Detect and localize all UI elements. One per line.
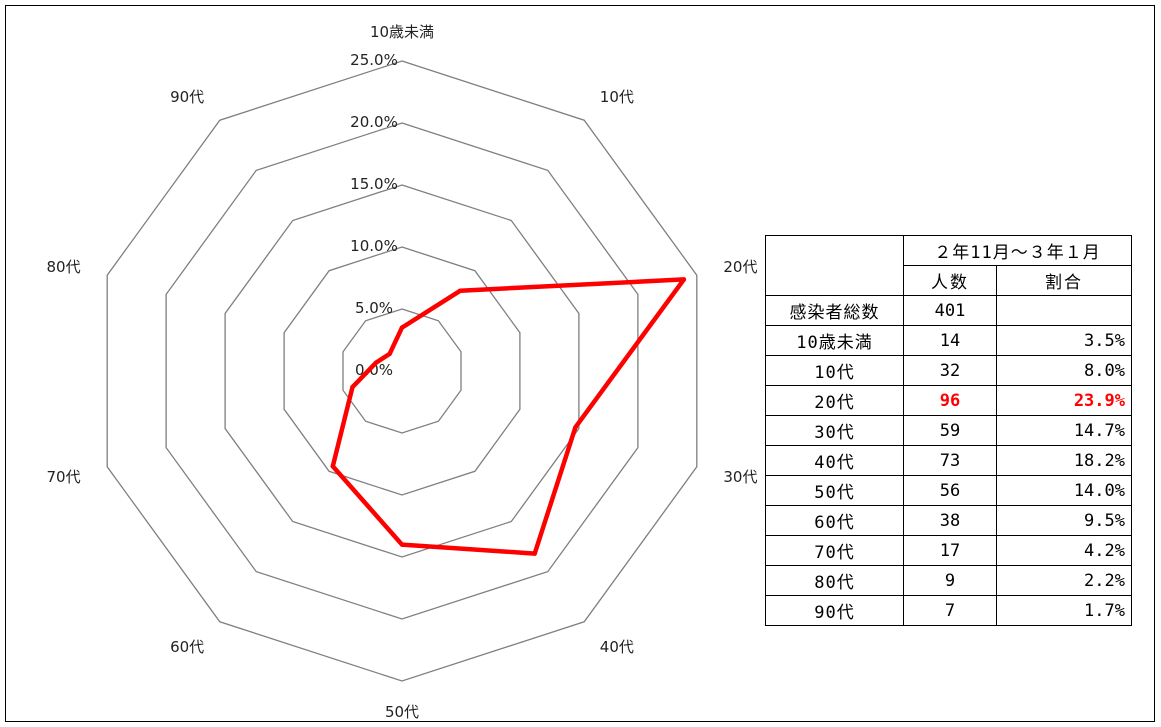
table-row-count: 73 bbox=[903, 445, 997, 476]
table-row-ratio: 18.2% bbox=[996, 445, 1132, 476]
radar-category-label: 80代 bbox=[47, 258, 81, 276]
radar-data-point bbox=[399, 325, 405, 330]
radar-grid-ring bbox=[224, 184, 580, 558]
table-row-ratio: 3.5% bbox=[996, 325, 1132, 356]
radar-grid-ring bbox=[106, 60, 698, 682]
table-row: 90代 7 1.7% bbox=[765, 595, 1132, 626]
radar-category-label: 10代 bbox=[600, 88, 634, 106]
radar-tick-label: 15.0% bbox=[350, 175, 398, 193]
table-row-label: 20代 bbox=[765, 385, 904, 416]
table-row-label: 90代 bbox=[765, 595, 904, 626]
chart-frame bbox=[5, 5, 1155, 722]
table-row-count: 38 bbox=[903, 505, 997, 536]
table-row-label: 70代 bbox=[765, 535, 904, 566]
radar-data-point bbox=[681, 277, 687, 282]
radar-category-label: 30代 bbox=[723, 468, 757, 486]
table-row-count: 32 bbox=[903, 355, 997, 386]
radar-grid-ring bbox=[342, 308, 462, 434]
table-count-header: 人数 bbox=[903, 265, 997, 296]
table-row: 80代 9 2.2% bbox=[765, 565, 1132, 596]
table-row-ratio: 14.7% bbox=[996, 415, 1132, 446]
table-row: 10歳未満 14 3.5% bbox=[765, 325, 1132, 356]
table-row: 60代 38 9.5% bbox=[765, 505, 1132, 536]
radar-tick-label: 10.0% bbox=[350, 237, 398, 255]
radar-series-line bbox=[330, 277, 687, 556]
radar-data-point bbox=[373, 360, 379, 365]
radar-grid-ring bbox=[283, 246, 521, 496]
table-row-label: 50代 bbox=[765, 475, 904, 506]
table-row-ratio: 2.2% bbox=[996, 565, 1132, 596]
table-row-label: 10代 bbox=[765, 355, 904, 386]
table-row-ratio: 1.7% bbox=[996, 595, 1132, 626]
radar-data-point bbox=[458, 288, 463, 293]
radar-category-label: 40代 bbox=[600, 638, 634, 656]
radar-tick-label: 20.0% bbox=[350, 113, 398, 131]
table-row-ratio: 8.0% bbox=[996, 355, 1132, 386]
radar-data-point bbox=[573, 425, 578, 430]
table-total-ratio bbox=[996, 295, 1132, 326]
table-row-label: 30代 bbox=[765, 415, 904, 446]
table-row: 20代 96 23.9% bbox=[765, 385, 1132, 416]
table-row-count: 56 bbox=[903, 475, 997, 506]
table-row: 50代 56 14.0% bbox=[765, 475, 1132, 506]
radar-tick-label: 5.0% bbox=[355, 299, 393, 317]
radar-category-label: 20代 bbox=[723, 258, 757, 276]
table-period-header: ２年11月～３年１月 bbox=[903, 235, 1132, 266]
radar-data-point bbox=[532, 551, 537, 556]
table-header-row-period: ２年11月～３年１月 bbox=[765, 235, 1132, 296]
table-total-row: 感染者総数 401 bbox=[765, 295, 1132, 326]
radar-data-point bbox=[387, 351, 392, 357]
data-table: ２年11月～３年１月 人数 割合 感染者総数 401 10歳未満 14 3.5% 10… bbox=[765, 235, 1132, 626]
table-row: 40代 73 18.2% bbox=[765, 445, 1132, 476]
table-row-ratio: 9.5% bbox=[996, 505, 1132, 536]
table-row-label: 40代 bbox=[765, 445, 904, 476]
table-row-label: 60代 bbox=[765, 505, 904, 536]
table-row-ratio: 4.2% bbox=[996, 535, 1132, 566]
table-row-count: 59 bbox=[903, 415, 997, 446]
table-row-count: 9 bbox=[903, 565, 997, 596]
table-corner-cell bbox=[765, 235, 904, 296]
radar-category-label: 60代 bbox=[170, 638, 204, 656]
table-row: 70代 17 4.2% bbox=[765, 535, 1132, 566]
radar-grid-ring bbox=[165, 122, 639, 620]
table-total-label: 感染者総数 bbox=[765, 295, 904, 326]
table-ratio-header: 割合 bbox=[996, 265, 1132, 296]
radar-category-label: 90代 bbox=[170, 88, 204, 106]
table-row: 10代 32 8.0% bbox=[765, 355, 1132, 386]
radar-category-label: 50代 bbox=[385, 703, 419, 721]
table-header-row-columns: 人数 割合 bbox=[766, 265, 1132, 296]
table-row-count: 17 bbox=[903, 535, 997, 566]
table-row-ratio: 23.9% bbox=[996, 385, 1132, 416]
radar-data-point bbox=[330, 464, 335, 469]
radar-data-point bbox=[399, 542, 405, 547]
table-row-label: 80代 bbox=[765, 565, 904, 596]
table-row-label: 10歳未満 bbox=[765, 325, 904, 356]
radar-data-point bbox=[350, 384, 355, 390]
radar-category-label: 70代 bbox=[47, 468, 81, 486]
table-row-count: 7 bbox=[903, 595, 997, 626]
radar-category-label: 10歳未満 bbox=[370, 23, 434, 41]
radar-tick-label: 25.0% bbox=[350, 51, 398, 69]
table-row-count: 14 bbox=[903, 325, 997, 356]
table-row-count: 96 bbox=[903, 385, 997, 416]
table-row: 30代 59 14.7% bbox=[765, 415, 1132, 446]
table-row-ratio: 14.0% bbox=[996, 475, 1132, 506]
table-total-count: 401 bbox=[903, 295, 997, 326]
